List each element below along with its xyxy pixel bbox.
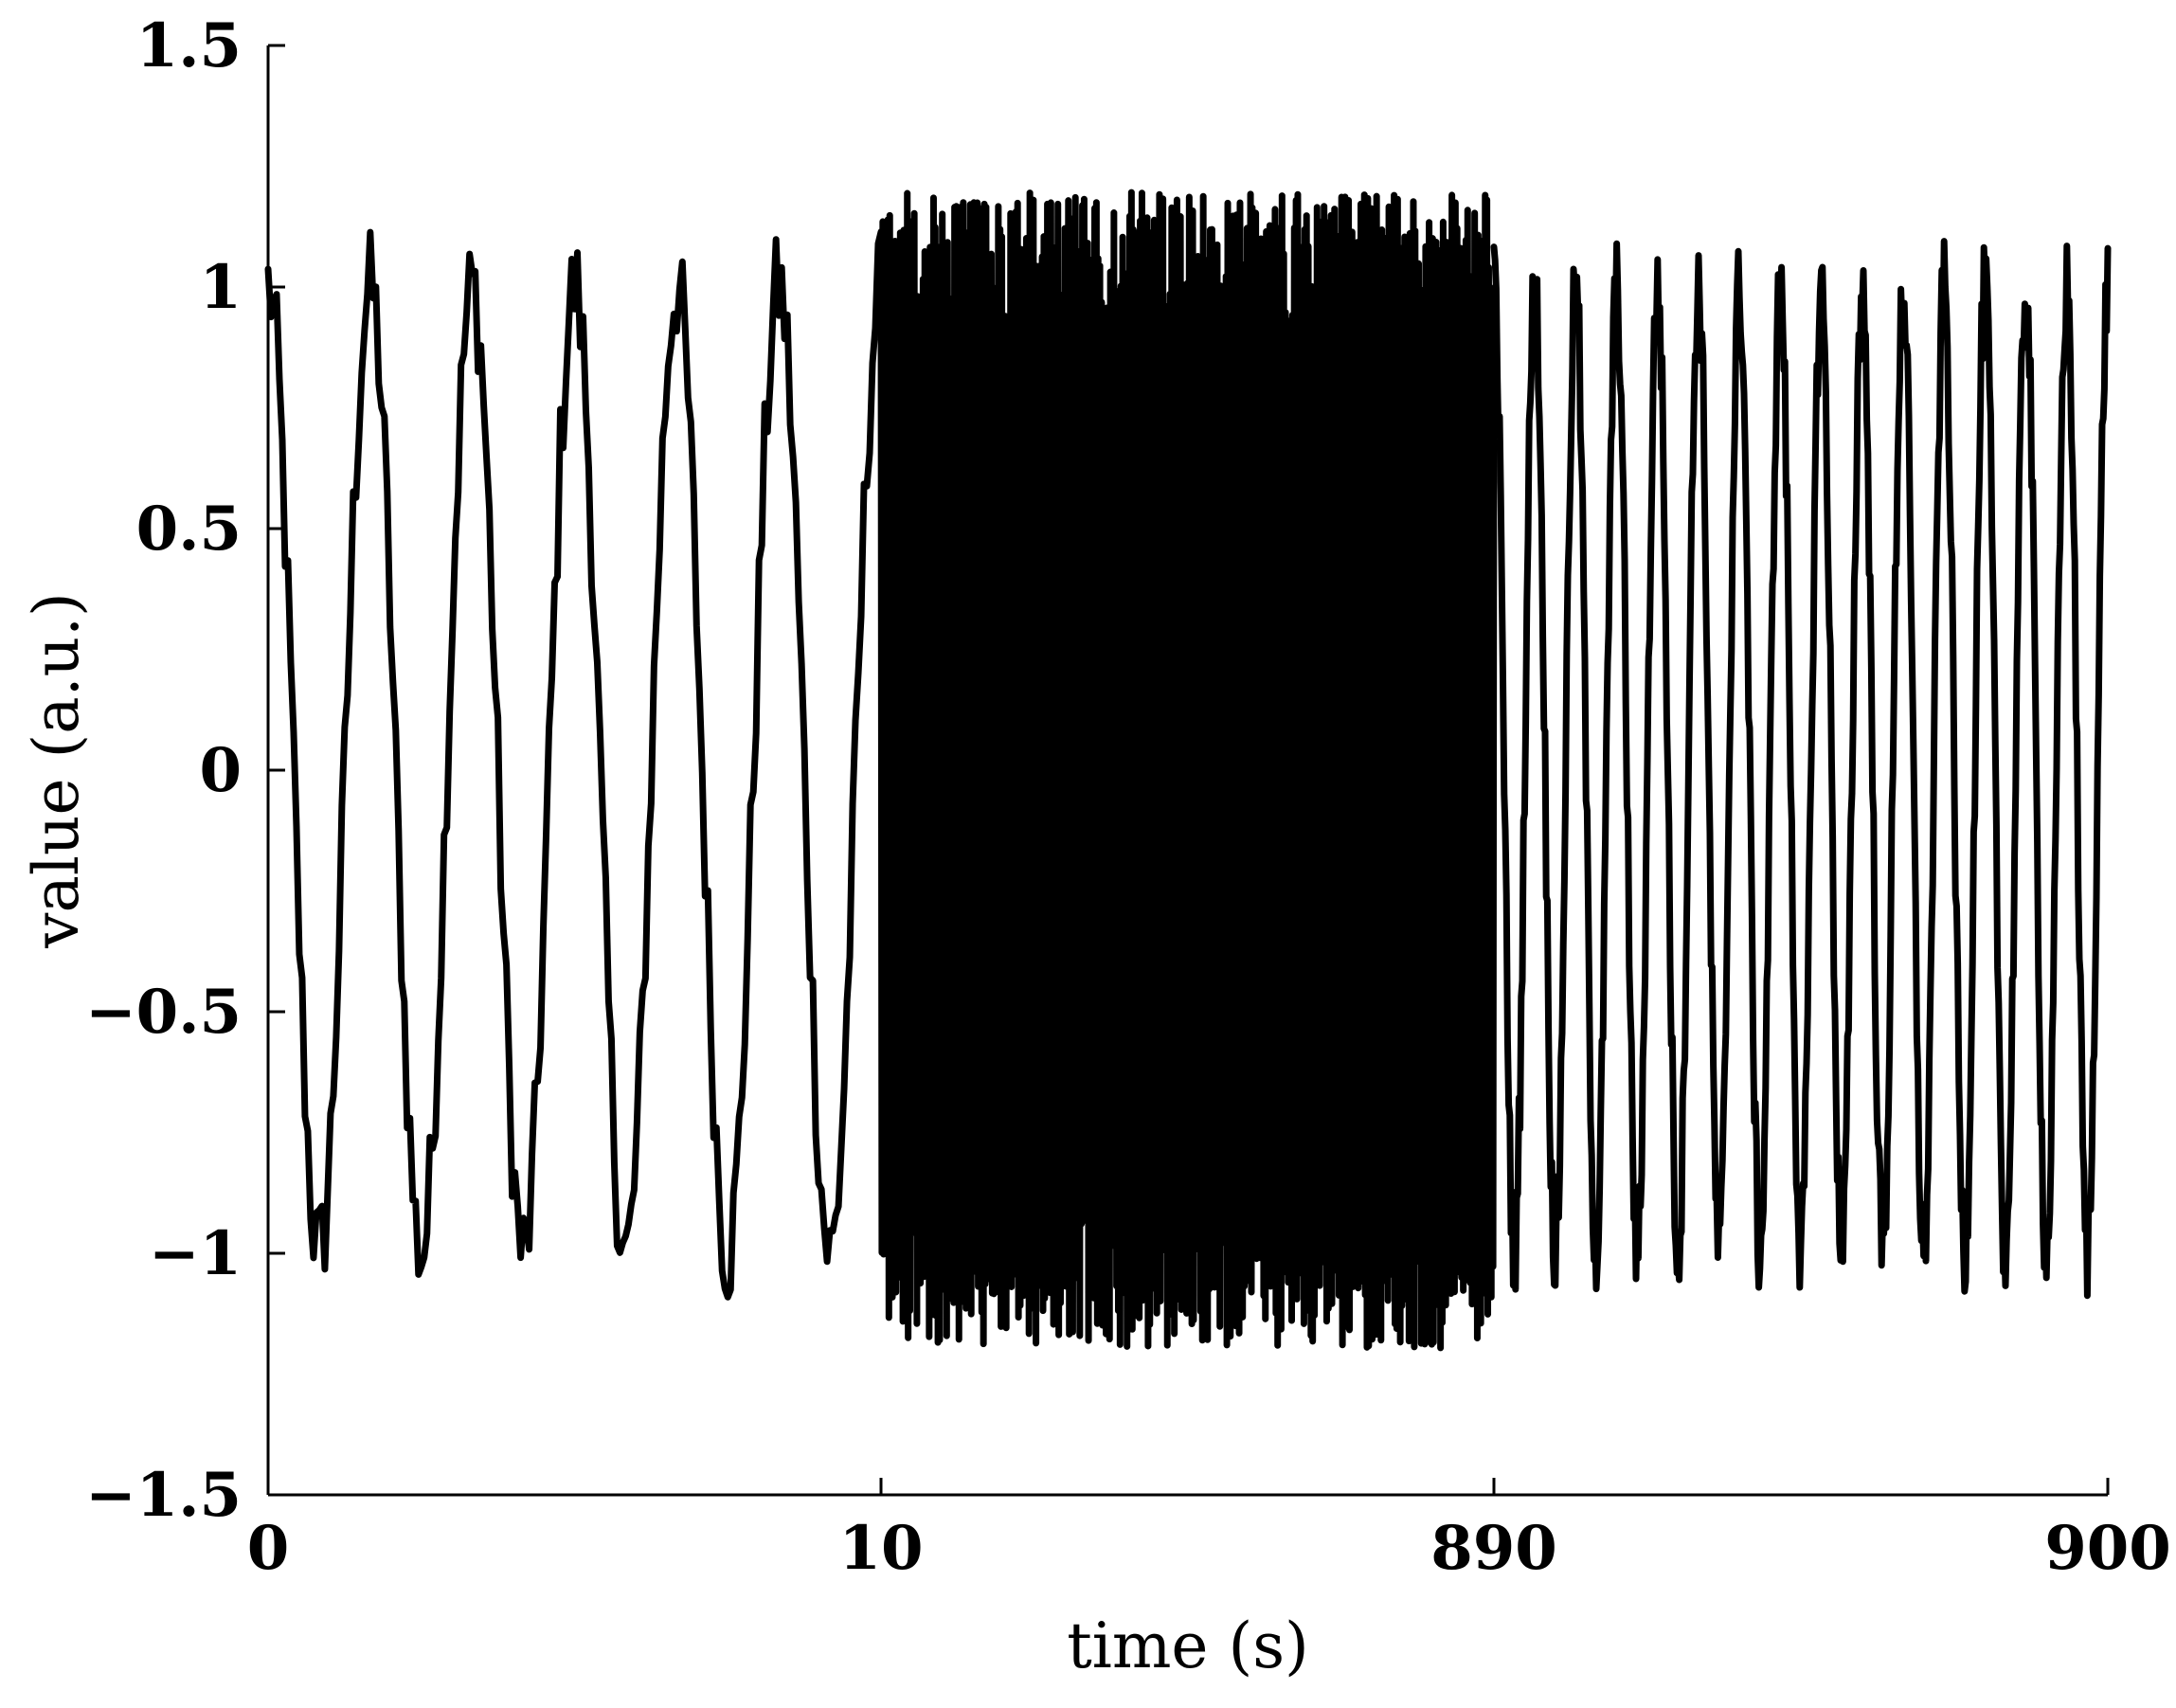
y-axis-label: value (a.u.) [20,592,93,949]
y-tick-label: −1 [149,1218,242,1289]
y-tick-label: −0.5 [85,977,242,1048]
x-tick-label: 0 [247,1513,290,1584]
y-axis-ticks: 1.5 1 0.5 0 −0.5 −1 −1.5 [85,10,285,1531]
x-axis-ticks: 0 10 890 900 [247,1478,2171,1584]
signal-segment-1 [264,228,885,1301]
y-tick-label: −1.5 [85,1460,242,1531]
plot-area [264,189,2112,1352]
x-tick-label: 10 [838,1513,923,1584]
y-tick-label: 1.5 [136,10,242,81]
y-tick-label: 0.5 [136,494,242,565]
x-tick-label: 890 [1430,1513,1557,1584]
y-tick-label: 1 [199,252,242,323]
x-axis-label: time (s) [1067,1609,1309,1682]
x-tick-label: 900 [2044,1513,2171,1584]
y-tick-label: 0 [199,735,242,806]
signal-segment-2 [877,189,1498,1352]
signal-segment-3 [1490,238,2112,1300]
